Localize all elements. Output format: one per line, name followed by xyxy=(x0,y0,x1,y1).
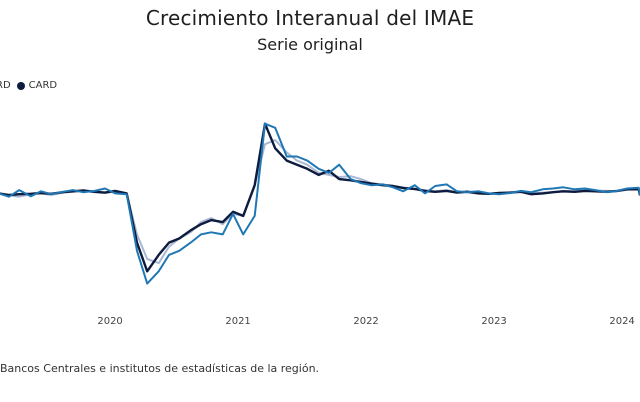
x-tick-label-2023: 2023 xyxy=(481,316,506,327)
x-tick-label-2020: 2020 xyxy=(97,316,122,327)
legend-dot-card xyxy=(16,81,25,90)
x-tick-label-2022: 2022 xyxy=(353,316,378,327)
chart-title: Crecimiento Interanual del IMAE xyxy=(145,6,475,30)
series-line-card xyxy=(0,122,640,273)
legend-label-card: CARD xyxy=(28,80,58,91)
series-line-series-0 xyxy=(0,139,640,265)
chart-subtitle: Serie original xyxy=(257,35,363,54)
chart-legend: RD CARD xyxy=(0,80,57,91)
line-chart: 2020 2021 2022 2023 2024 xyxy=(0,122,640,327)
x-tick-label-2024: 2024 xyxy=(609,316,634,327)
series-line-rd xyxy=(0,122,640,285)
legend-label-rd: RD xyxy=(0,80,11,91)
source-note: Bancos Centrales e institutos de estadís… xyxy=(0,362,320,375)
x-tick-label-2021: 2021 xyxy=(225,316,250,327)
